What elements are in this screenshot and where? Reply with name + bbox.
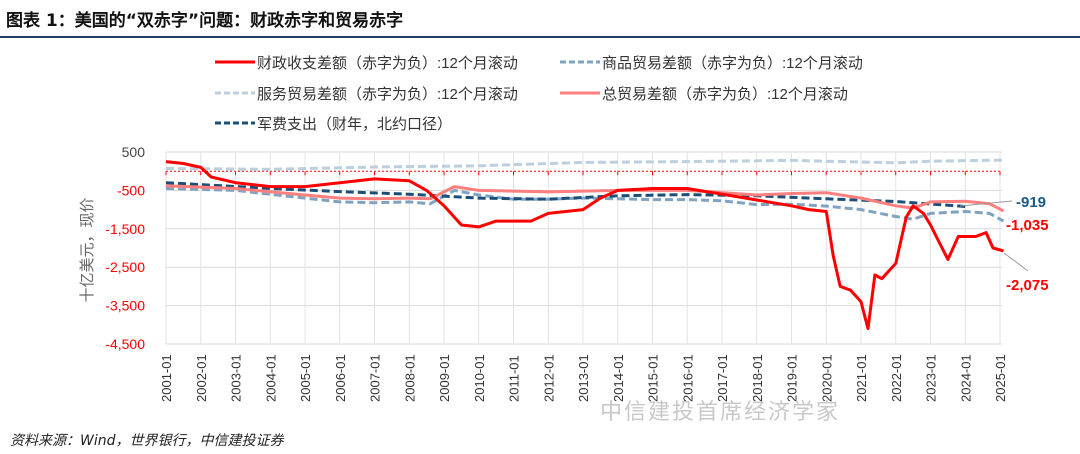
annotation-leader — [959, 200, 1013, 207]
x-tick-label: 2011-01 — [507, 355, 522, 402]
x-tick-label: 2016-01 — [680, 354, 695, 402]
x-tick-label: 2003-01 — [229, 354, 244, 402]
x-tick-label: 2007-01 — [368, 354, 383, 402]
y-tick-label: -500 — [117, 182, 145, 198]
x-tick-label: 2014-01 — [611, 354, 626, 402]
x-tick-label: 2025-01 — [993, 354, 1008, 402]
watermark: 中信建投首席经济学家 — [600, 400, 841, 425]
chart-title: 图表 1：美国的“双赤字”问题：财政赤字和贸易赤字 — [6, 11, 404, 31]
x-tick-label: 2002-01 — [194, 354, 209, 402]
x-tick-label: 2024-01 — [958, 354, 973, 402]
annotation-label: -2,075 — [1006, 277, 1049, 294]
annotation-leader — [1003, 252, 1029, 272]
x-tick-label: 2018-01 — [750, 354, 765, 402]
x-tick-label: 2006-01 — [333, 354, 348, 402]
annotation-label: -919 — [1016, 194, 1046, 211]
legend-label: 军费支出（财年，北约口径） — [257, 116, 452, 133]
legend-label: 财政收支差额（赤字为负）:12个月滚动 — [257, 55, 518, 72]
x-tick-label: 2004-01 — [263, 354, 278, 402]
x-tick-label: 2012-01 — [541, 354, 556, 402]
x-tick-label: 2009-01 — [437, 354, 452, 402]
series-line-2 — [165, 158, 1004, 171]
series-line-4 — [165, 181, 966, 208]
annotation-label: -1,035 — [1006, 217, 1049, 234]
source-note: 资料来源：Wind，世界银行，中信建投证券 — [10, 433, 284, 449]
x-tick-label: 2021-01 — [854, 354, 869, 402]
x-tick-label: 2013-01 — [576, 354, 591, 402]
legend-label: 商品贸易差额（赤字为负）:12个月滚动 — [602, 55, 863, 72]
y-tick-label: -2,500 — [105, 259, 145, 275]
x-tick-label: 2015-01 — [646, 354, 661, 402]
legend-label: 服务贸易差额（赤字为负）:12个月滚动 — [257, 86, 518, 103]
y-tick-label: -1,500 — [105, 221, 145, 237]
y-tick-label: -4,500 — [105, 336, 145, 352]
title-divider — [0, 36, 1080, 38]
x-tick-label: 2008-01 — [402, 354, 417, 402]
y-tick-label: 500 — [122, 144, 146, 160]
x-tick-label: 2001-01 — [159, 354, 174, 402]
x-tick-label: 2022-01 — [889, 354, 904, 402]
x-tick-label: 2005-01 — [298, 354, 313, 402]
series-line-3 — [165, 184, 1005, 213]
y-axis-label: 十亿美元，现价 — [79, 197, 96, 302]
x-tick-label: 2010-01 — [472, 354, 487, 402]
x-tick-label: 2017-01 — [715, 354, 730, 402]
series-line-0 — [165, 160, 1004, 331]
series-line-1 — [165, 187, 1005, 223]
y-tick-label: -3,500 — [105, 298, 145, 314]
x-tick-label: 2019-01 — [785, 354, 800, 402]
x-tick-label: 2023-01 — [924, 354, 939, 402]
x-tick-label: 2020-01 — [819, 354, 834, 402]
legend-label: 总贸易差额（赤字为负）:12个月滚动 — [602, 86, 848, 103]
